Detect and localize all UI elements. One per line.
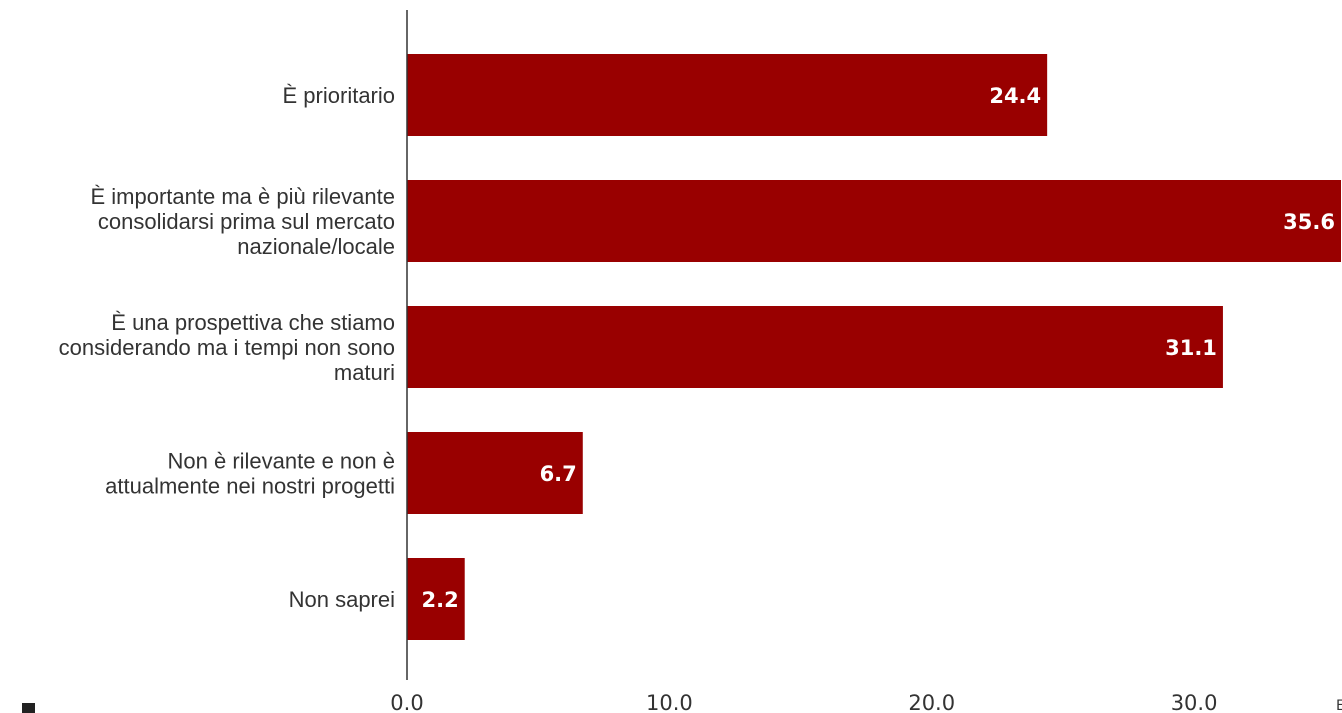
x-tick-label-0: 0.0 xyxy=(390,691,423,713)
bar-1 xyxy=(407,180,1341,262)
bar-3 xyxy=(407,432,583,514)
value-label-4: 2.2 xyxy=(422,588,459,612)
x-tick-label-3: 30.0 xyxy=(1171,691,1218,713)
category-label-2: È una prospettiva che stiamo considerando… xyxy=(59,310,395,385)
category-label-line: È importante ma è più rilevante xyxy=(91,184,396,209)
value-labels-layer: 24.4 35.6 31.1 6.7 2.2 xyxy=(422,84,1335,612)
category-label-4: Non saprei xyxy=(289,587,395,612)
category-label-line: È una prospettiva che stiamo xyxy=(111,310,395,335)
category-label-line: considerando ma i tempi non sono xyxy=(59,335,395,360)
x-axis-ticks-layer: 0.0 10.0 20.0 30.0 xyxy=(390,691,1217,713)
category-label-line: nazionale/locale xyxy=(237,234,395,259)
value-label-0: 24.4 xyxy=(989,84,1041,108)
category-label-line: attualmente nei nostri progetti xyxy=(105,474,395,499)
category-label-line: Non saprei xyxy=(289,587,395,612)
corner-mark xyxy=(22,703,35,713)
category-label-1: È importante ma è più rilevante consolida… xyxy=(91,184,396,259)
category-label-line: maturi xyxy=(334,360,395,385)
bar-2 xyxy=(407,306,1223,388)
category-label-0: È prioritario xyxy=(283,83,395,108)
bar-0 xyxy=(407,54,1048,136)
bar-4 xyxy=(407,558,465,640)
category-labels-layer: È prioritario È importante ma è più rilev… xyxy=(59,83,395,612)
category-label-line: consolidarsi prima sul mercato xyxy=(98,209,395,234)
value-label-2: 31.1 xyxy=(1165,336,1217,360)
value-label-3: 6.7 xyxy=(540,462,577,486)
category-label-3: Non è rilevante e non è attualmente nei n… xyxy=(105,449,395,499)
x-tick-label-2: 20.0 xyxy=(908,691,955,713)
value-label-1: 35.6 xyxy=(1283,210,1335,234)
clipped-edge-mark: E xyxy=(1336,698,1342,713)
x-tick-label-1: 10.0 xyxy=(646,691,693,713)
category-label-line: È prioritario xyxy=(283,83,395,108)
bars-layer xyxy=(407,54,1341,640)
category-label-line: Non è rilevante e non è xyxy=(168,449,396,474)
